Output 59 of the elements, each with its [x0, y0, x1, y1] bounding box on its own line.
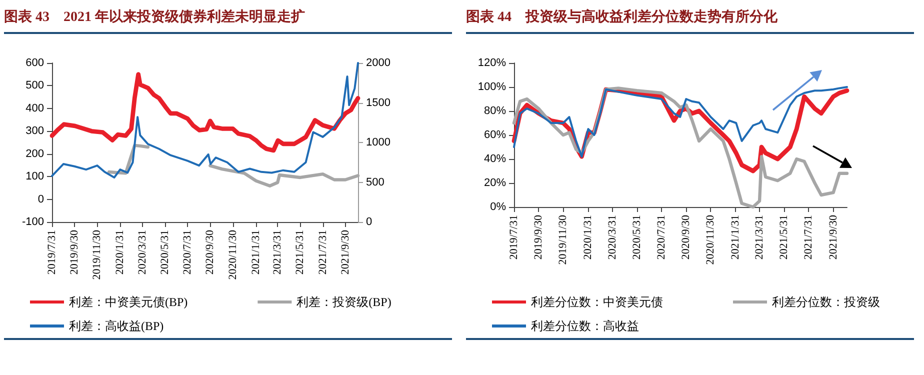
- y-tick-label: 300: [26, 125, 44, 138]
- x-tick-label: 2021/9/30: [339, 230, 352, 275]
- legend-label: 利差：中资美元债(BP): [69, 295, 188, 309]
- x-tick-label: 2021/5/31: [294, 230, 306, 275]
- x-tick-label: 2021/3/31: [272, 230, 284, 275]
- y-tick-label: 0: [38, 193, 44, 206]
- y-tick-label: 20%: [484, 177, 506, 189]
- x-tick-label: 2020/7/31: [656, 215, 668, 260]
- x-tick-label: 2021/1/31: [250, 230, 262, 275]
- legend-label: 利差：高收益(BP): [69, 319, 164, 333]
- y-tick-label: 100%: [478, 81, 506, 93]
- y-tick-label: 500: [26, 80, 44, 92]
- x-tick-label: 2020/5/31: [158, 230, 171, 275]
- y2-tick-label: 1000: [366, 136, 390, 148]
- y-tick-label: 120%: [478, 57, 506, 69]
- legend-label: 利差分位数：投资级: [772, 295, 880, 309]
- x-tick-label: 2019/11/30: [557, 214, 570, 265]
- line-series: [513, 86, 848, 158]
- x-tick-label: 2021/5/31: [778, 215, 790, 260]
- x-tick-label: 2020/7/31: [182, 230, 194, 275]
- x-tick-label: 2019/9/30: [532, 214, 545, 260]
- y2-tick-label: 500: [366, 176, 384, 188]
- y-tick-label: 60%: [484, 129, 506, 141]
- x-tick-label: 2021/3/31: [754, 215, 766, 260]
- x-tick-label: 2020/9/30: [680, 214, 692, 260]
- x-tick-label: 2019/7/31: [508, 215, 520, 260]
- y2-tick-label: 1500: [366, 96, 390, 109]
- y-tick-label: 40%: [484, 153, 506, 165]
- x-tick-label: 2019/11/30: [91, 230, 104, 280]
- x-tick-label: 2019/9/30: [68, 230, 81, 275]
- chart-title: 图表 44 投资级与高收益利差分位数走势有所分化: [466, 8, 914, 34]
- y-tick-label: 0%: [490, 201, 506, 213]
- x-tick-label: 2020/1/31: [114, 230, 126, 275]
- x-tick-label: 2020/1/31: [582, 215, 594, 260]
- x-tick-label: 2019/7/31: [46, 230, 58, 275]
- x-tick-label: 2020/3/31: [136, 230, 148, 275]
- y-tick-label: 600: [26, 57, 44, 69]
- x-tick-label: 2021/9/30: [827, 214, 840, 260]
- y-tick-label: 200: [26, 148, 44, 160]
- y2-tick-label: 2000: [366, 57, 390, 69]
- x-tick-label: 2021/1/31: [730, 215, 742, 260]
- y-tick-label: 80%: [484, 105, 506, 117]
- y-tick-label: 100: [26, 170, 44, 183]
- x-tick-label: 2020/3/31: [606, 215, 618, 260]
- y-tick-label: -100: [22, 216, 44, 228]
- y-tick-label: 400: [26, 102, 44, 114]
- legend-label: 利差分位数：高收益: [531, 319, 639, 333]
- chart-title: 图表 43 2021 年以来投资级债券利差未明显走扩: [4, 8, 452, 34]
- line-series: [50, 72, 360, 153]
- x-tick-label: 2021/7/31: [802, 215, 815, 260]
- line-series: [51, 62, 359, 178]
- legend-label: 利差分位数：中资美元债: [531, 295, 663, 309]
- x-tick-label: 2020/11/30: [226, 230, 239, 280]
- x-tick-label: 2020/5/31: [630, 215, 643, 260]
- x-tick-label: 2020/9/30: [204, 230, 216, 275]
- x-tick-label: 2021/7/31: [316, 230, 329, 275]
- legend-label: 利差：投资级(BP): [296, 295, 392, 309]
- x-tick-label: 2020/11/30: [704, 214, 717, 265]
- y2-tick-label: 0: [366, 216, 372, 228]
